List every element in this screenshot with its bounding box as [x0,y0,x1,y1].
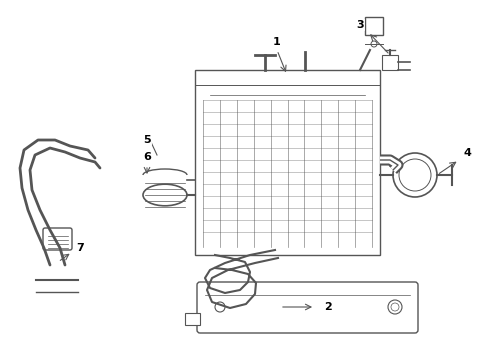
Circle shape [388,300,402,314]
FancyBboxPatch shape [43,228,72,250]
Circle shape [215,302,225,312]
Text: 5: 5 [143,135,151,145]
Bar [365,17,383,35]
Circle shape [393,153,437,197]
Bar [195,70,380,255]
Text: 2: 2 [324,302,332,312]
Bar [382,55,398,70]
Circle shape [371,41,377,47]
Text: 6: 6 [143,152,151,162]
Circle shape [399,159,431,191]
Text: 4: 4 [463,148,471,158]
Circle shape [391,303,399,311]
FancyBboxPatch shape [197,282,418,333]
Text: 7: 7 [76,243,84,253]
Bar [185,313,200,325]
Text: 3: 3 [356,20,364,30]
Text: 1: 1 [273,37,281,47]
Ellipse shape [143,184,187,206]
